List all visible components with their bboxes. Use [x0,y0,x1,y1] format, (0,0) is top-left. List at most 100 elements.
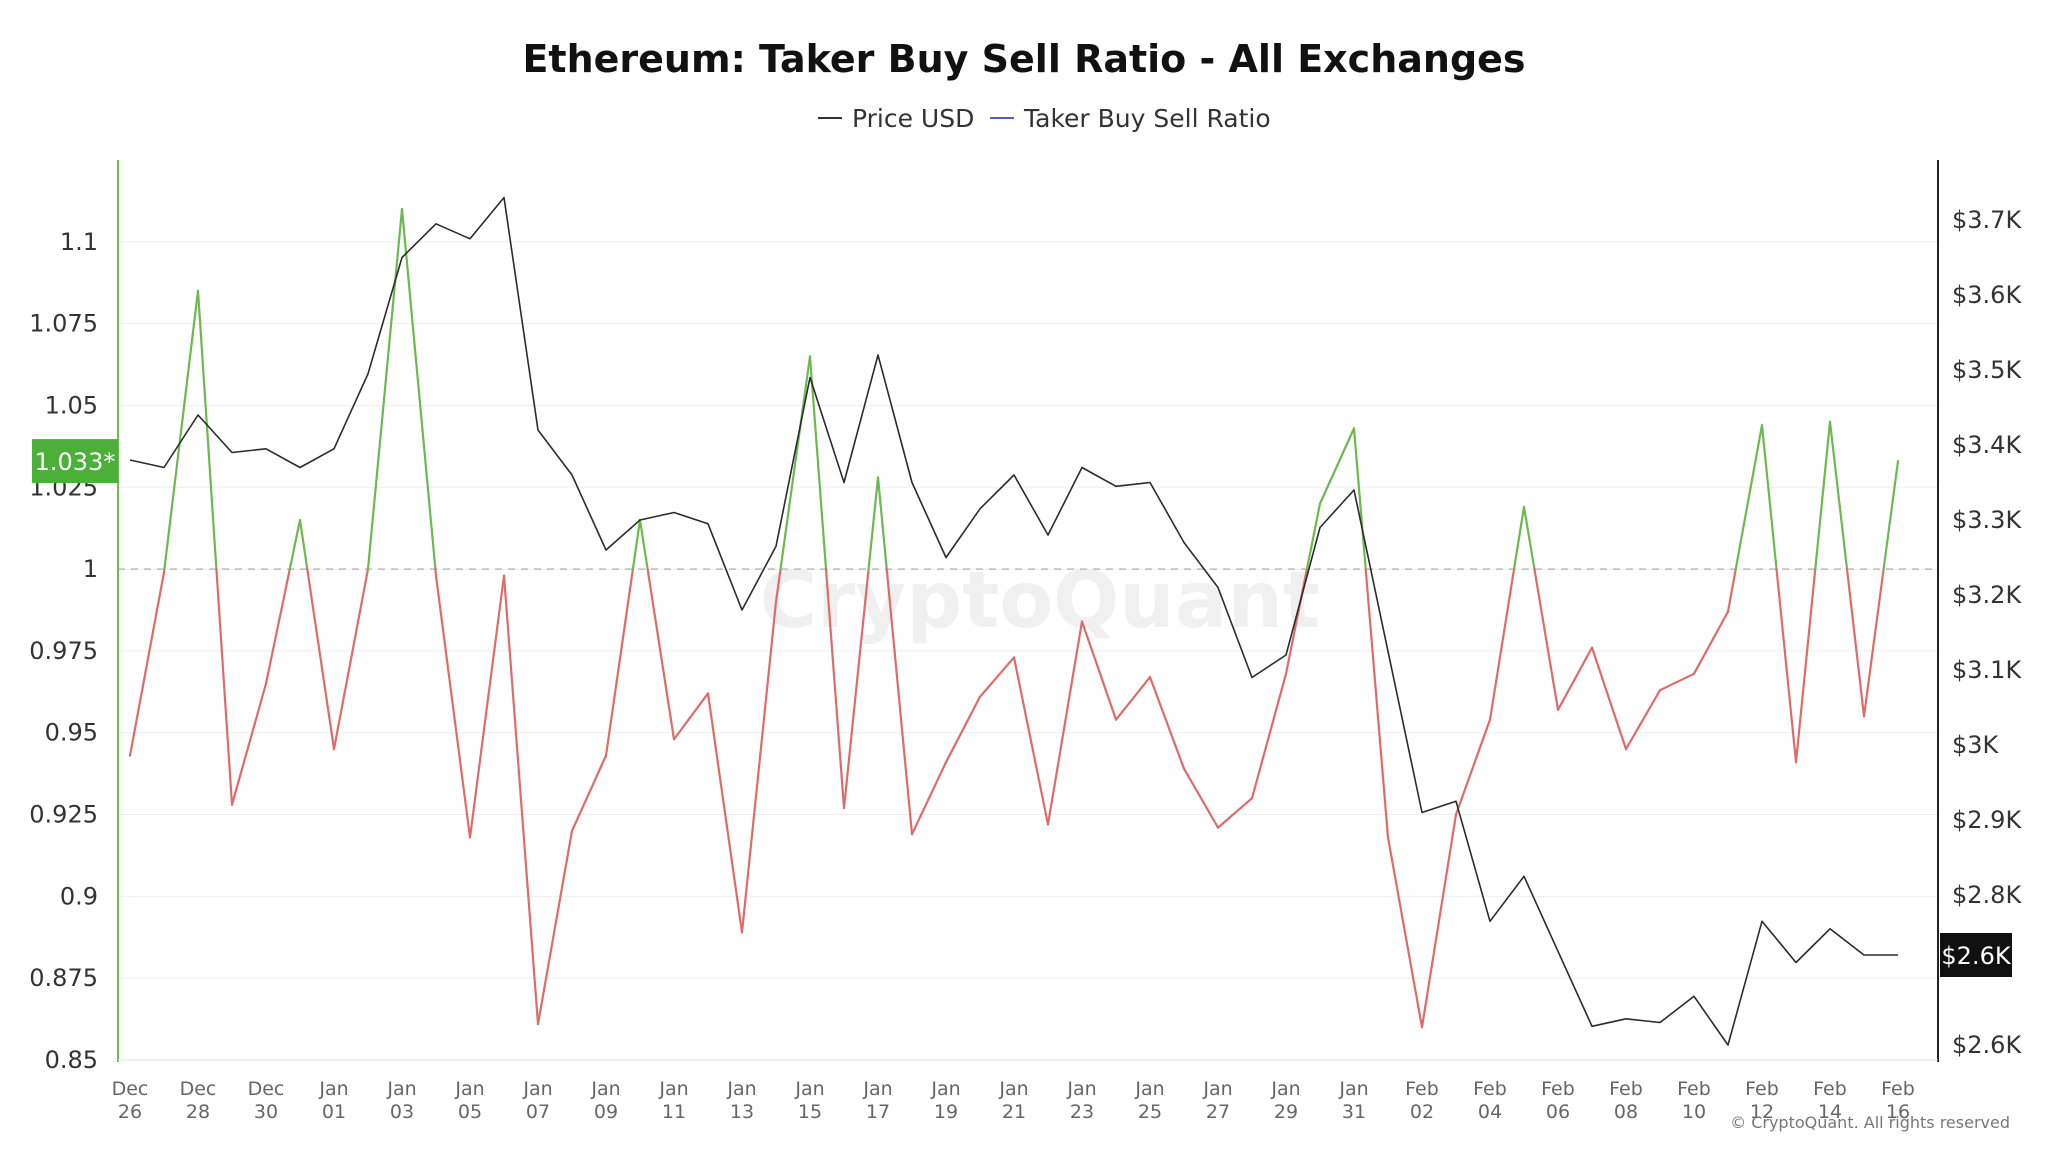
ratio-segment-above [808,355,828,571]
ratio-segment-below [1775,567,1798,764]
x-tick-label: Jan [1338,1078,1368,1100]
ratio-segment-above [1814,420,1832,571]
ratio-segment-below [978,656,1016,698]
x-tick-label: 09 [594,1101,618,1123]
x-tick-label: 21 [1002,1101,1026,1123]
price-line [129,196,1898,1046]
x-tick-label: Dec [248,1078,285,1100]
ratio-segment-below [1046,620,1084,826]
ratio-segment-below [672,692,710,741]
y-right-tick-label: $3.1K [1952,656,2022,684]
ratio-segment-below [1250,672,1288,800]
y-left-tick-label: 0.975 [29,637,98,665]
x-tick-label: 19 [934,1101,958,1123]
ratio-segment-above [876,476,888,571]
y-right-tick-label: $3.5K [1952,356,2022,384]
watermark: CryptoQuant [760,556,1321,646]
ratio-segment-below [264,567,291,685]
y-right-tick-label: $3.6K [1952,281,2022,309]
x-tick-label: 05 [458,1101,482,1123]
ratio-segment-below [706,692,744,934]
x-tick-label: 06 [1546,1101,1570,1123]
x-tick-label: Jan [454,1078,484,1100]
y-left-tick-label: 0.925 [29,801,98,829]
x-tick-label: 12 [1750,1101,1774,1123]
x-tick-label: Feb [1745,1078,1779,1100]
x-tick-label: Jan [1202,1078,1232,1100]
ratio-segment-below [1454,718,1492,816]
legend: Price USD Taker Buy Sell Ratio [818,104,1271,133]
ratio-segment-above [1352,427,1367,571]
y-right-tick-label: $2.6K [1952,1031,2022,1059]
ratio-segment-below [128,571,166,757]
ratio-segment-below [215,567,234,806]
x-tick-label: Feb [1609,1078,1643,1100]
y-right-tick-label: $3.3K [1952,506,2022,534]
x-tick-label: 29 [1274,1101,1298,1123]
ratio-segment-below [1216,797,1254,829]
ratio-segment-below [1794,567,1817,764]
ratio-segment-below [1364,567,1390,839]
ratio-segment-below [1556,646,1594,711]
x-tick-label: Jan [590,1078,620,1100]
ratio-segment-above [1318,427,1356,505]
ratio-segment-below [434,574,472,839]
ratio-segment-above [366,207,404,571]
x-tick-label: 28 [186,1101,210,1123]
ratio-segment-below [1114,675,1152,721]
ratio-segment-below [1080,620,1118,721]
x-tick-label: Jan [658,1078,688,1100]
ratio-segment-below [842,567,870,810]
x-tick-label: Jan [522,1078,552,1100]
x-tick-label: Jan [1134,1078,1164,1100]
ratio-segment-below [1726,567,1737,613]
x-tick-label: Feb [1541,1078,1575,1100]
ratio-segment-above [163,289,200,571]
legend-label-ratio[interactable]: Taker Buy Sell Ratio [1023,104,1271,133]
ratio-segment-below [230,682,268,806]
y-left-tick-label: 0.95 [45,719,98,747]
ratio-segment-above [638,518,649,571]
x-tick-label: Jan [386,1078,416,1100]
ratio-segment-below [1148,675,1186,770]
x-tick-label: Feb [1473,1078,1507,1100]
x-tick-label: Feb [1881,1078,1915,1100]
ratio-segment-below [1692,610,1730,675]
ratio-segment-below [1658,672,1696,692]
ratio-segment-above [1734,423,1764,571]
x-tick-label: Jan [930,1078,960,1100]
x-tick-label: 10 [1682,1101,1706,1123]
legend-label-price[interactable]: Price USD [852,104,974,133]
series [128,196,1900,1046]
ratio-segment-above [1760,423,1778,571]
y-left-tick-label: 1.1 [60,228,98,256]
x-tick-label: 17 [866,1101,890,1123]
axes [117,160,1939,1062]
ratio-segment-below [502,574,540,1026]
ratio-segment-above [1522,505,1536,571]
y-left-tick-label: 0.85 [45,1046,98,1074]
ratio-segment-below [468,574,506,839]
ratio-segment-below [1386,836,1424,1029]
x-tick-label: Dec [180,1078,217,1100]
ratio-segment-below [570,754,608,833]
current-price-badge-bg [1940,933,2012,977]
x-tick-label: Jan [862,1078,892,1100]
ratio-segment-above [298,518,309,571]
ratio-segment-below [1845,567,1866,718]
y-right-tick-label: $3K [1952,731,2000,759]
current-price-value: $2.6K [1941,942,2011,970]
ratio-segment-below [885,567,914,836]
x-tick-label: Feb [1405,1078,1439,1100]
x-tick-label: 26 [118,1101,142,1123]
ratio-segment-below [1012,656,1050,826]
ratio-segment-below [1182,767,1220,829]
x-tick-label: Jan [1270,1078,1300,1100]
current-price-badge: $2.6K [1940,933,2012,977]
x-tick-label: Feb [1813,1078,1847,1100]
current-ratio-badge: 1.033* [32,439,118,484]
ratio-segment-above [1882,459,1900,571]
y-left-tick-label: 0.9 [60,882,98,910]
x-tick-label: 03 [390,1101,414,1123]
